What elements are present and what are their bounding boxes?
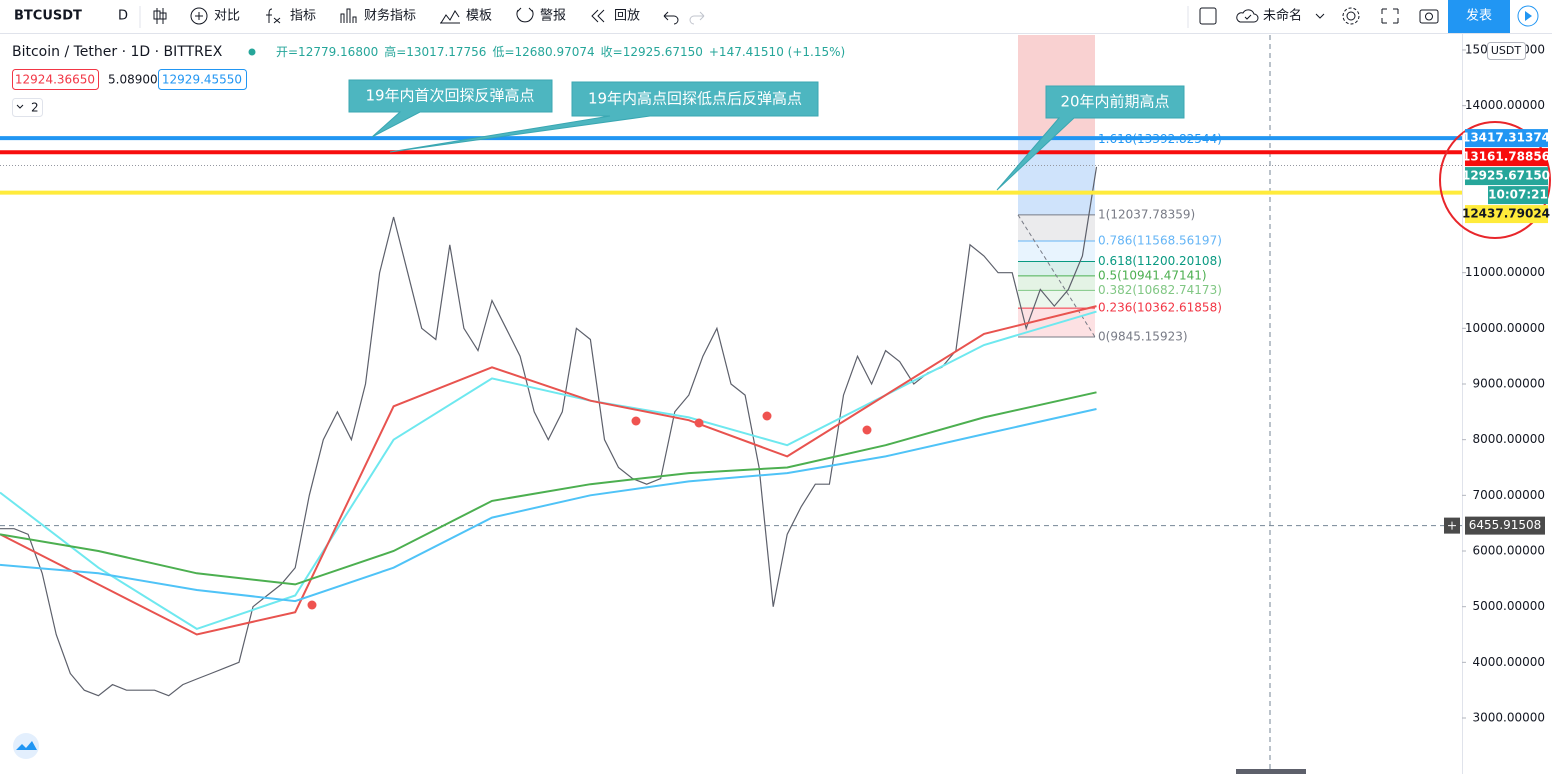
publish-label[interactable]: 发表 xyxy=(1466,8,1492,24)
toolbar-icons xyxy=(153,7,1439,25)
price-label: 13161.78856 xyxy=(1462,150,1550,164)
toolbar-button[interactable]: 财务指标 xyxy=(364,8,416,24)
currency-badge: USDT xyxy=(1491,44,1522,57)
cross-markers xyxy=(307,411,872,610)
layout-name[interactable]: 未命名 xyxy=(1263,8,1302,24)
legend-ohlc: 开=12779.16800 高=13017.17756 低=12680.97074 收… xyxy=(276,44,845,59)
y-tick-label: 5000.00000 xyxy=(1472,599,1545,613)
y-tick-label: 9000.00000 xyxy=(1472,376,1545,390)
price-label-bg xyxy=(1465,148,1548,167)
crosshair-label: 6455.91508 xyxy=(1469,518,1542,532)
y-tick-label: 3000.00000 xyxy=(1472,711,1545,725)
currency-badge-bg xyxy=(1487,42,1526,60)
ohlc-low: 低=12680.97074 xyxy=(492,45,594,59)
toolbar-button[interactable]: 对比 xyxy=(214,9,240,24)
y-tick-label: 6000.00000 xyxy=(1472,543,1545,557)
y-tick-label: 14000.00000 xyxy=(1465,98,1545,112)
price-label: 12437.79024 xyxy=(1462,207,1550,221)
callouts xyxy=(348,79,1185,191)
moving-average xyxy=(0,391,1097,586)
ohlc-high: 高=13017.17756 xyxy=(384,44,486,59)
annotation: 19年内高点回探低点后反弹高点 xyxy=(588,90,802,108)
moving-average xyxy=(0,408,1097,603)
highlight-ellipse xyxy=(1439,121,1551,239)
y-tick-label: 11000.00000 xyxy=(1465,265,1545,279)
position-target-zone xyxy=(1018,138,1095,215)
ask[interactable]: 12929.45550 xyxy=(162,73,242,87)
toolbar-buttons: 对比 指标 财务指标 模板 警报 回放 xyxy=(214,8,640,24)
toolbar xyxy=(0,0,1552,33)
fib-band xyxy=(1018,261,1095,276)
ohlc-open: 开=12779.16800 xyxy=(276,45,378,59)
bid-box[interactable] xyxy=(12,69,99,90)
y-tick-label: 7000.00000 xyxy=(1472,488,1545,502)
moving-average xyxy=(0,310,1097,630)
y-tick-label: 8000.00000 xyxy=(1472,432,1545,446)
toolbar-button[interactable]: 回放 xyxy=(614,9,640,24)
studies-toggle[interactable] xyxy=(12,98,43,117)
toolbar-button[interactable]: 指标 xyxy=(290,9,316,24)
crosshair-plus-icon xyxy=(1448,521,1456,530)
legend-title: Bitcoin / Tether · 1D · BITTREX xyxy=(12,44,223,60)
toolbar-button[interactable]: 模板 xyxy=(466,9,492,24)
symbol[interactable]: BTCUSDT xyxy=(14,9,82,24)
countdown: 10:07:21 xyxy=(1488,188,1548,202)
countdown-bg xyxy=(1488,186,1548,205)
moving-average xyxy=(0,305,1097,636)
plot-area: 1.618(13392.82544)1(12037.78359)0.786(11… xyxy=(0,35,1462,774)
crosshair-label-bg xyxy=(1465,516,1545,535)
bid[interactable]: 12924.36650 xyxy=(15,73,95,87)
play-button[interactable] xyxy=(1517,5,1539,27)
studies-count[interactable]: 2 xyxy=(31,101,39,115)
fib-band xyxy=(1018,214,1095,242)
price-line xyxy=(0,166,1098,697)
ohlc-close: 收=12925.67150 xyxy=(601,45,703,59)
fib-label: 0.786(11568.56197) xyxy=(1098,234,1222,248)
fib-label: 0.618(11200.20108) xyxy=(1098,254,1222,268)
time-label-stub xyxy=(1236,769,1306,774)
annotation: 20年内前期高点 xyxy=(1060,93,1169,111)
y-tick-label: 4000.00000 xyxy=(1472,655,1545,669)
publish-button[interactable] xyxy=(1448,0,1510,33)
ohlc-change: +147.41510 (+1.15%) xyxy=(709,45,845,59)
price-label-bg xyxy=(1465,167,1548,186)
logo xyxy=(13,733,39,759)
price-label: 13417.31374 xyxy=(1462,131,1550,145)
y-tick-label: 10000.00000 xyxy=(1465,321,1545,335)
interval[interactable]: D xyxy=(118,9,128,24)
fib-band xyxy=(1018,275,1095,291)
ask-box[interactable] xyxy=(158,69,247,90)
fib-band xyxy=(1018,290,1095,309)
toolbar-button[interactable]: 警报 xyxy=(540,8,566,24)
price-label: 12925.67150 xyxy=(1462,169,1550,183)
fib-label: 0(9845.15923) xyxy=(1098,329,1188,343)
fib-label: 0.382(10682.74173) xyxy=(1098,283,1222,297)
fib-label: 0.236(10362.61858) xyxy=(1098,301,1222,315)
fib-label: 0.5(10941.47141) xyxy=(1098,268,1207,282)
spread: 5.08900 xyxy=(108,73,158,87)
price-label-bg xyxy=(1465,129,1548,148)
annotation: 19年内首次回探反弹高点 xyxy=(365,87,534,105)
fib-label: 1(12037.78359) xyxy=(1098,207,1195,221)
price-label-bg xyxy=(1465,205,1548,224)
